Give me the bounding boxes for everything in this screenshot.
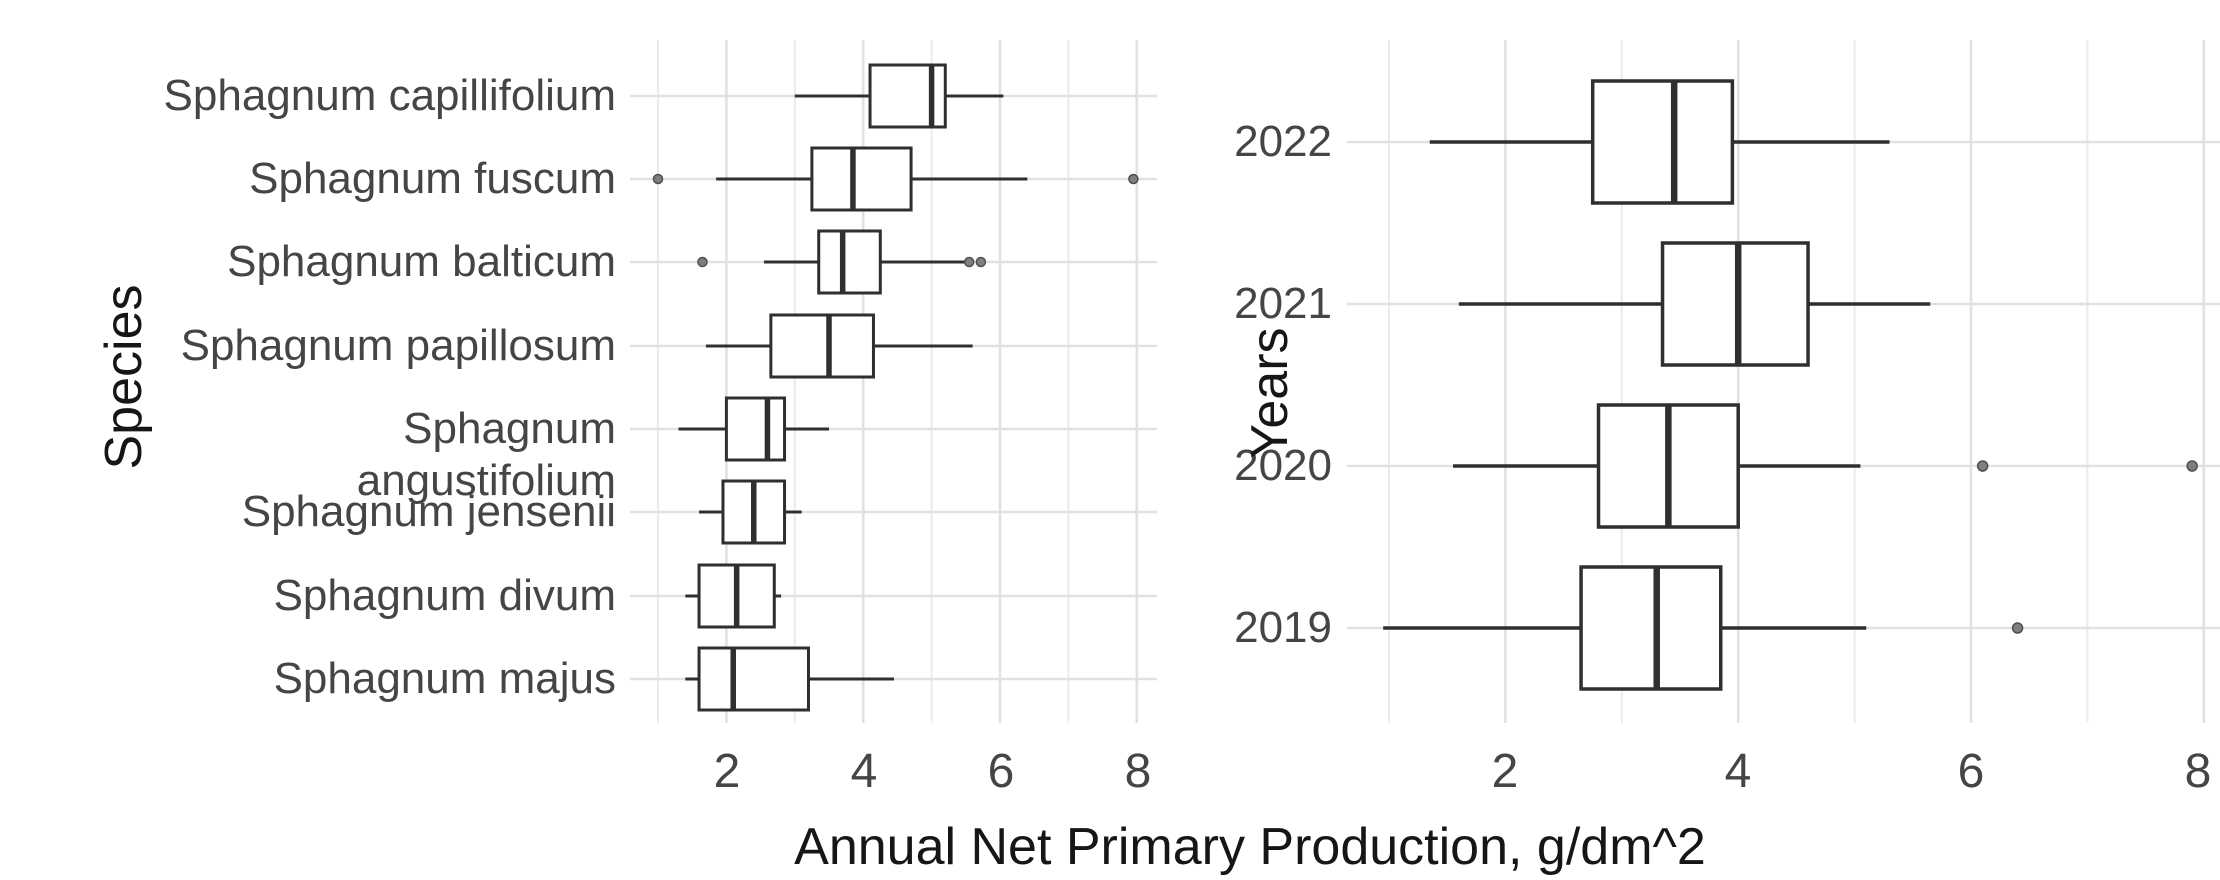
outlier-point xyxy=(1976,460,1989,472)
boxplot-sphagnum-capillifolium xyxy=(794,63,1004,129)
iqr-box xyxy=(817,229,882,295)
years-panel xyxy=(1347,40,2220,723)
species-panel xyxy=(630,40,1157,723)
x-tick-label: 4 xyxy=(1724,745,1752,798)
boxplot-sphagnum-balticum xyxy=(697,229,987,295)
boxplot-sphagnum-majus xyxy=(685,646,894,712)
boxplot-2022 xyxy=(1429,79,1890,205)
boxplot-sphagnum-papillosum xyxy=(705,313,973,379)
x-tick-label: 8 xyxy=(2184,745,2212,798)
boxplot-sphagnum-angustifolium xyxy=(678,396,829,462)
outlier-point xyxy=(1128,173,1139,185)
iqr-box xyxy=(1590,79,1735,205)
category-label-year: 2019 xyxy=(1234,603,1332,652)
category-label-species: Sphagnum fuscum xyxy=(249,154,616,203)
outlier-point xyxy=(963,256,975,268)
category-label-species: Sphagnum angustifolium xyxy=(356,404,616,505)
category-label-species: Sphagnum majus xyxy=(273,654,616,703)
x-axis-title: Annual Net Primary Production, g/dm^2 xyxy=(794,818,1706,876)
outlier-point xyxy=(652,173,664,185)
outlier-point xyxy=(2011,622,2024,634)
x-tick-label: 4 xyxy=(850,745,878,798)
y-axis-title-years: Years xyxy=(1241,327,1299,459)
x-tick-label: 2 xyxy=(713,745,741,798)
boxplot-2020 xyxy=(1453,403,2198,529)
x-tick-label: 6 xyxy=(1957,745,1985,798)
x-tick-label: 8 xyxy=(1124,745,1152,798)
iqr-box xyxy=(1579,565,1723,691)
category-label-year: 2021 xyxy=(1234,279,1332,328)
iqr-box xyxy=(724,396,787,462)
boxplot-2021 xyxy=(1458,241,1931,367)
category-label-species: Sphagnum capillifolium xyxy=(163,71,616,120)
category-label-year: 2022 xyxy=(1234,117,1332,166)
x-tick-label: 6 xyxy=(987,745,1015,798)
iqr-box xyxy=(697,646,810,712)
category-label-year: 2020 xyxy=(1234,441,1332,490)
outlier-point xyxy=(2186,460,2198,472)
boxplot-2019 xyxy=(1383,565,2024,691)
category-label-species: Sphagnum jensenii xyxy=(241,487,616,536)
outlier-point xyxy=(975,256,987,268)
category-label-species: Sphagnum balticum xyxy=(227,237,616,286)
category-label-species: Sphagnum papillosum xyxy=(180,321,616,370)
boxplot-sphagnum-divum xyxy=(685,563,782,629)
iqr-box xyxy=(769,313,875,379)
boxplot-sphagnum-fuscum xyxy=(652,146,1139,212)
category-label-species: Sphagnum divum xyxy=(273,571,616,620)
x-tick-label: 2 xyxy=(1491,745,1519,798)
iqr-box xyxy=(810,146,913,212)
y-axis-title-species: Species xyxy=(95,284,153,470)
boxplot-sphagnum-jensenii xyxy=(699,479,802,545)
outlier-point xyxy=(697,256,708,268)
